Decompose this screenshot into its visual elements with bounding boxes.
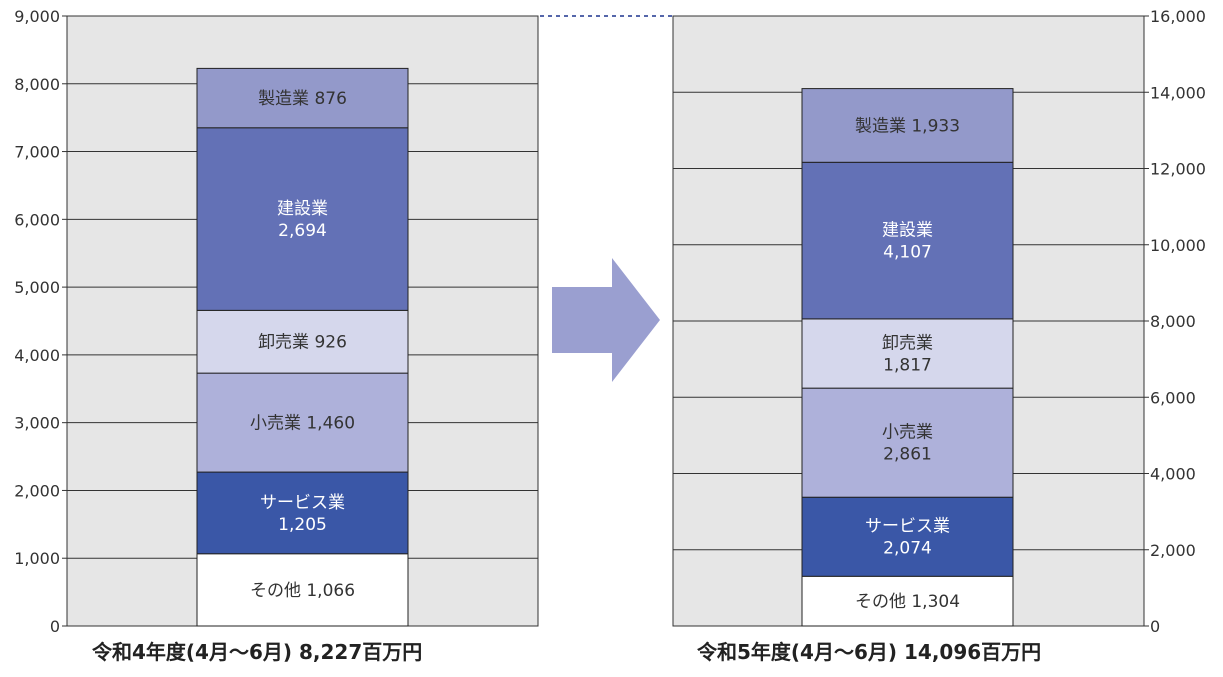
bar-segment <box>801 575 1014 627</box>
bar-segment <box>801 88 1014 163</box>
y-tick-label: 8,000 <box>14 75 60 94</box>
data-label-line: サービス業 <box>865 517 950 537</box>
data-label-line: 建設業 <box>882 221 933 241</box>
data-label: 建設業 2,694 <box>277 199 328 241</box>
data-label-line: 卸売業 <box>882 334 933 354</box>
bar-segment <box>196 67 409 129</box>
y-tick-label: 0 <box>1150 617 1160 636</box>
data-label: 小売業 2,861 <box>882 423 933 465</box>
data-label-line: 4,107 <box>883 243 932 263</box>
data-label: サービス業 1,205 <box>260 493 345 535</box>
bar-segment <box>196 127 409 311</box>
y-tick-label: 16,000 <box>1150 7 1206 26</box>
data-label: 卸売業 1,817 <box>882 334 933 376</box>
data-label-line: 卸売業 926 <box>258 333 347 353</box>
bar-segment <box>801 387 1014 498</box>
y-tick-label: 14,000 <box>1150 83 1206 102</box>
chart-caption-r4: 令和4年度(4月～6月) 8,227百万円 <box>92 640 423 664</box>
data-label-line: 建設業 <box>277 199 328 219</box>
data-label-line: 1,205 <box>278 515 327 535</box>
data-label-line: 小売業 <box>882 423 933 443</box>
y-tick-label: 4,000 <box>14 346 60 365</box>
data-label: 卸売業 926 <box>258 333 347 353</box>
data-label: その他 1,066 <box>250 581 355 601</box>
bar-segment <box>196 471 409 555</box>
y-tick-label: 10,000 <box>1150 236 1206 255</box>
y-tick-label: 9,000 <box>14 7 60 26</box>
data-label: 小売業 1,460 <box>250 414 355 434</box>
chart-panel-1: 0 2,000 4,000 6,000 8,000 10,000 12,000 14,000 1… <box>672 7 1206 636</box>
data-label-line: 製造業 1,933 <box>855 116 960 136</box>
data-label-line: その他 1,304 <box>855 592 960 612</box>
y-tick-label: 7,000 <box>14 143 60 162</box>
bar-segment <box>196 309 409 374</box>
data-label-line: サービス業 <box>260 493 345 513</box>
data-label-line: 2,074 <box>883 539 932 559</box>
y-tick-label: 6,000 <box>1150 388 1196 407</box>
bar-segment <box>801 161 1014 320</box>
data-label-line: 2,861 <box>883 445 932 465</box>
y-tick-label: 1,000 <box>14 549 60 568</box>
data-label: サービス業 2,074 <box>865 517 950 559</box>
data-label: 製造業 1,933 <box>855 116 960 136</box>
data-label-line: 1,817 <box>883 356 932 376</box>
chart-caption-r5: 令和5年度(4月～6月) 14,096百万円 <box>697 640 1042 664</box>
y-tick-label: 4,000 <box>1150 465 1196 484</box>
data-label-line: 小売業 1,460 <box>250 414 355 434</box>
y-tick-label: 12,000 <box>1150 160 1206 179</box>
y-tick-label: 0 <box>50 617 60 636</box>
data-label-line: 2,694 <box>278 221 327 241</box>
bar-segment <box>196 553 409 627</box>
y-tick-label: 5,000 <box>14 278 60 297</box>
data-label: 製造業 876 <box>258 89 347 109</box>
y-tick-label: 8,000 <box>1150 312 1196 331</box>
right-arrow-icon <box>552 258 660 382</box>
data-label: 建設業 4,107 <box>882 221 933 263</box>
chart-panel-0: 0 1,000 2,000 3,000 4,000 5,000 6,000 7,000 8,00… <box>14 7 539 636</box>
data-label-line: その他 1,066 <box>250 581 355 601</box>
y-tick-label: 3,000 <box>14 414 60 433</box>
bar-segment <box>801 318 1014 389</box>
y-tick-label: 6,000 <box>14 210 60 229</box>
bar-segment <box>196 372 409 473</box>
data-label-line: 製造業 876 <box>258 89 347 109</box>
data-label: その他 1,304 <box>855 592 960 612</box>
y-tick-label: 2,000 <box>14 481 60 500</box>
y-tick-label: 2,000 <box>1150 541 1196 560</box>
